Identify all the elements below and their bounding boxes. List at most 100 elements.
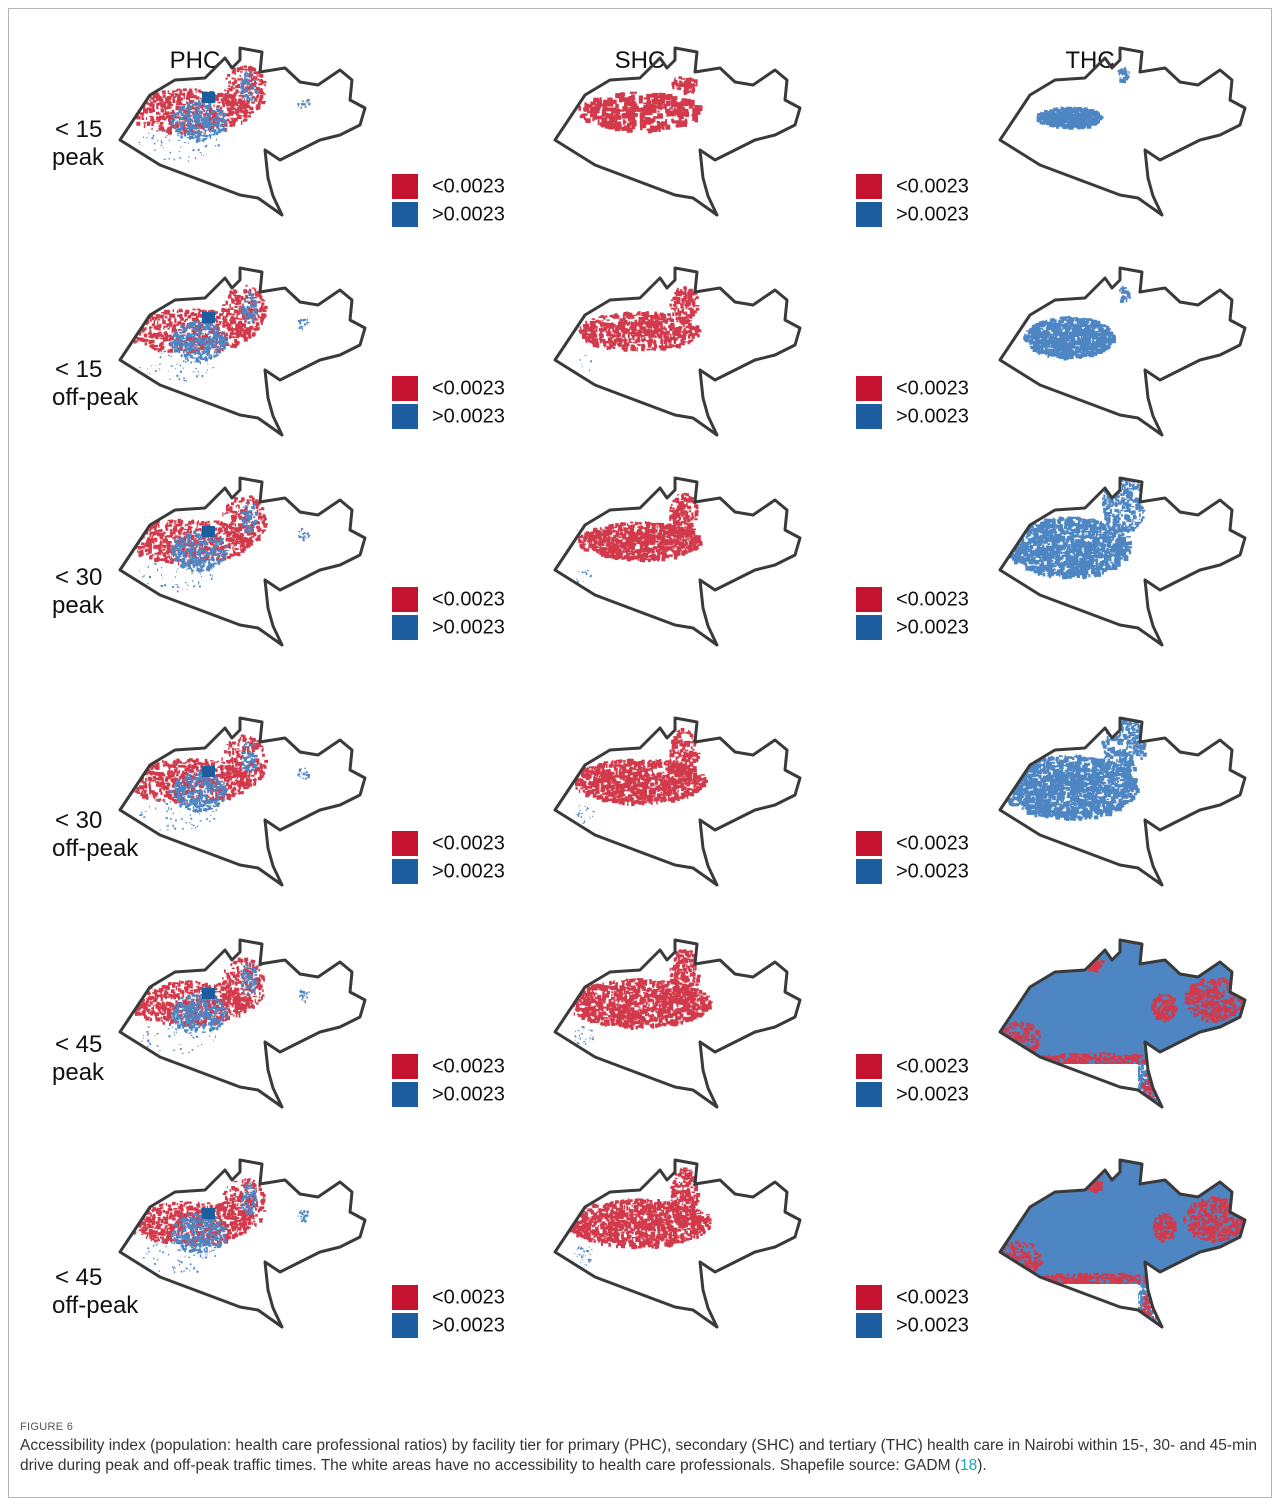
legend-label: >0.0023 xyxy=(432,203,505,225)
map-fill xyxy=(566,949,712,1045)
row-label-time: < 30 xyxy=(55,807,102,834)
low-access-area xyxy=(578,76,702,133)
map-fill xyxy=(127,285,310,382)
map-panel xyxy=(120,268,365,435)
legend-swatch xyxy=(392,404,418,429)
row-label-period: off-peak xyxy=(52,1292,139,1319)
low-access-area xyxy=(574,728,708,806)
map-fill xyxy=(574,728,708,824)
legend-label: <0.0023 xyxy=(432,175,505,197)
legend-label: >0.0023 xyxy=(896,860,969,882)
legend-label: >0.0023 xyxy=(432,405,505,427)
map-panel xyxy=(555,48,800,215)
legend-swatch xyxy=(392,587,418,612)
legend-swatch xyxy=(856,1082,882,1107)
map-fill xyxy=(578,76,702,133)
high-access-area xyxy=(576,570,592,583)
boundary xyxy=(120,718,365,885)
legend-swatch xyxy=(856,202,882,227)
map-panel xyxy=(997,1160,1249,1334)
row-label-time: < 45 xyxy=(55,1264,102,1291)
reference-link[interactable]: 18 xyxy=(960,1457,977,1474)
legend-label: >0.0023 xyxy=(896,203,969,225)
page: PHCSHCTHC< 15peak<0.0023>0.0023<0.0023>0… xyxy=(0,0,1282,1502)
row-label-time: < 15 xyxy=(55,356,102,383)
map-fill xyxy=(127,958,311,1054)
map-panel xyxy=(555,268,800,435)
map-panel xyxy=(1000,476,1245,645)
boundary xyxy=(120,268,365,435)
high-access-area xyxy=(202,766,215,777)
map-fill xyxy=(567,1167,712,1266)
legend-swatch xyxy=(856,859,882,884)
map-panel xyxy=(120,1160,365,1327)
map-panel xyxy=(120,718,365,885)
high-access-area xyxy=(202,1208,215,1219)
legend-swatch xyxy=(856,831,882,856)
row-label-time: < 45 xyxy=(55,1031,102,1058)
map-fill xyxy=(1001,716,1147,821)
caption-text: Accessibility index (population: health … xyxy=(20,1437,1257,1474)
legend-label: <0.0023 xyxy=(896,1286,969,1308)
legend-label: >0.0023 xyxy=(432,1083,505,1105)
row-label-time: < 30 xyxy=(55,564,102,591)
boundary xyxy=(555,48,800,215)
map-panel xyxy=(120,940,365,1107)
high-access-area xyxy=(202,92,215,103)
legend-swatch xyxy=(856,615,882,640)
high-access-area xyxy=(1001,716,1147,821)
legend-label: <0.0023 xyxy=(896,1055,969,1077)
legend-label: >0.0023 xyxy=(896,616,969,638)
caption: Accessibility index (population: health … xyxy=(20,1436,1265,1476)
map-panel xyxy=(555,478,800,645)
legend-swatch xyxy=(392,1285,418,1310)
row-label-period: peak xyxy=(52,144,105,171)
legend-label: <0.0023 xyxy=(432,377,505,399)
legend-swatch xyxy=(856,587,882,612)
high-access-area xyxy=(202,988,215,999)
legend-swatch xyxy=(392,859,418,884)
legend-label: <0.0023 xyxy=(896,832,969,854)
legend-label: >0.0023 xyxy=(432,616,505,638)
high-access-area xyxy=(575,1026,594,1045)
high-access-area xyxy=(574,1246,592,1266)
row-label-period: peak xyxy=(52,592,105,619)
legend-swatch xyxy=(856,174,882,199)
low-access-area xyxy=(567,1167,712,1249)
legend-label: >0.0023 xyxy=(896,1314,969,1336)
high-access-area xyxy=(576,805,595,823)
row-label-period: peak xyxy=(52,1059,105,1086)
map-fill xyxy=(128,735,310,831)
low-access-area xyxy=(566,949,712,1030)
legend-swatch xyxy=(856,1285,882,1310)
high-access-area xyxy=(580,355,592,371)
legend-label: >0.0023 xyxy=(432,1314,505,1336)
low-access-area xyxy=(578,493,703,563)
legend-swatch xyxy=(392,202,418,227)
map-panel xyxy=(555,1160,800,1327)
legend-label: >0.0023 xyxy=(896,1083,969,1105)
map-panel xyxy=(1000,268,1245,435)
legend-swatch xyxy=(856,1313,882,1338)
legend-swatch xyxy=(392,174,418,199)
legend-swatch xyxy=(392,1082,418,1107)
map-panel xyxy=(120,48,365,215)
legend-swatch xyxy=(392,615,418,640)
legend-swatch xyxy=(392,1313,418,1338)
legend-swatch xyxy=(392,1054,418,1079)
legend-swatch xyxy=(392,376,418,401)
map-fill xyxy=(576,493,702,583)
legend-label: >0.0023 xyxy=(896,405,969,427)
map-panel xyxy=(1000,48,1245,215)
map-fill xyxy=(128,495,310,592)
map-panel xyxy=(555,940,800,1107)
legend-label: <0.0023 xyxy=(896,175,969,197)
row-label-time: < 15 xyxy=(55,116,102,143)
row-label-period: off-peak xyxy=(52,384,139,411)
legend-label: <0.0023 xyxy=(432,1286,505,1308)
legend-swatch xyxy=(856,1054,882,1079)
legend-swatch xyxy=(856,376,882,401)
legend-label: <0.0023 xyxy=(432,832,505,854)
legend-swatch xyxy=(392,831,418,856)
